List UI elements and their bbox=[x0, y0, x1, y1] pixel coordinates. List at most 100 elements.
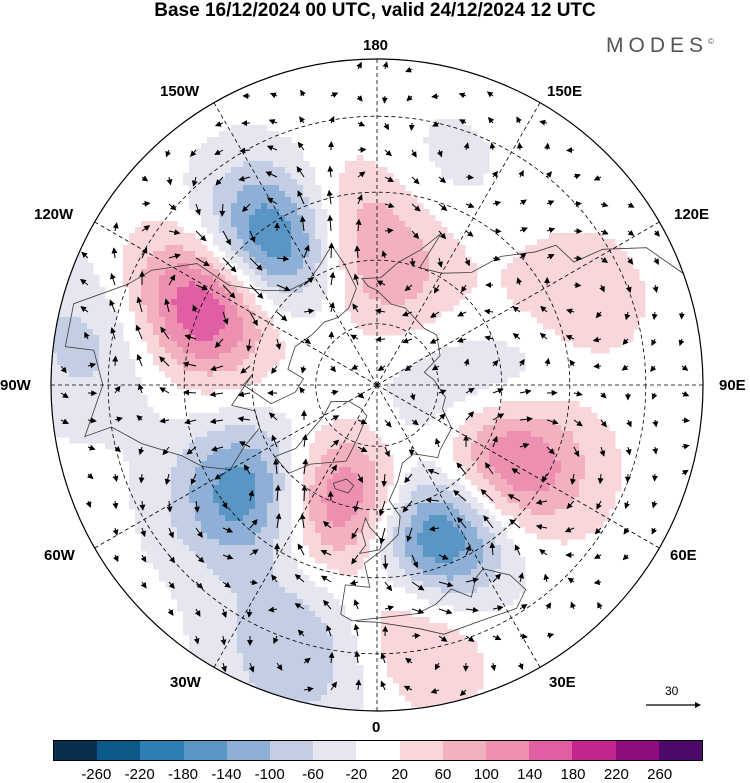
wind-arrow bbox=[517, 662, 524, 671]
wind-arrow bbox=[136, 296, 143, 313]
wind-arrow bbox=[376, 280, 386, 286]
wind-arrow bbox=[357, 171, 366, 178]
wind-arrow bbox=[195, 581, 204, 589]
lon-label-60e: 60E bbox=[670, 547, 697, 564]
wind-arrow bbox=[136, 415, 143, 422]
wind-arrow bbox=[411, 419, 419, 426]
graticule bbox=[51, 59, 703, 711]
wind-arrow bbox=[327, 214, 334, 232]
meridian bbox=[376, 384, 547, 679]
colorbar-tick-label: 260 bbox=[647, 766, 673, 783]
wind-arrow bbox=[519, 227, 528, 233]
wind-arrow bbox=[459, 119, 467, 125]
wind-arrow bbox=[276, 255, 290, 262]
wind-arrow bbox=[137, 383, 144, 394]
lon-label-90e: 90E bbox=[719, 377, 746, 394]
wind-arrow bbox=[411, 554, 419, 569]
wind-arrow bbox=[249, 311, 258, 327]
wind-arrow bbox=[490, 662, 497, 672]
wind-arrow bbox=[302, 458, 309, 475]
wind-arrow bbox=[434, 437, 441, 448]
wind-arrow bbox=[297, 629, 305, 637]
wind-arrow bbox=[249, 519, 258, 529]
wind-arrow bbox=[411, 608, 425, 615]
wind-arrow bbox=[465, 635, 475, 642]
wind-arrow bbox=[249, 230, 256, 243]
wind-arrow bbox=[595, 311, 602, 319]
wind-arrow bbox=[546, 254, 555, 260]
meridian bbox=[207, 384, 378, 679]
wind-arrow bbox=[114, 416, 123, 423]
meridian bbox=[376, 215, 671, 386]
wind-arrow bbox=[678, 338, 685, 347]
wind-arrow bbox=[249, 579, 258, 586]
coastline bbox=[332, 478, 355, 494]
wind-arrow bbox=[329, 301, 335, 313]
wind-arrow bbox=[545, 602, 552, 610]
coastline bbox=[358, 516, 383, 554]
wind-arrow bbox=[465, 174, 474, 181]
meridian bbox=[376, 91, 547, 386]
wind-arrow bbox=[384, 149, 392, 157]
wind-arrow bbox=[377, 365, 386, 371]
lon-label-120w: 120W bbox=[34, 206, 74, 223]
wind-arrow bbox=[249, 257, 263, 271]
wind-arrow bbox=[492, 634, 502, 641]
wind-arrow bbox=[546, 200, 555, 206]
colorbar-swatch bbox=[97, 741, 141, 760]
wind-arrow bbox=[240, 365, 251, 374]
wind-arrow bbox=[625, 284, 632, 294]
wind-arrow bbox=[195, 257, 210, 267]
wind-arrow bbox=[268, 412, 278, 421]
wind-arrow bbox=[411, 581, 425, 591]
wind-arrow bbox=[183, 389, 197, 396]
wind-arrow bbox=[184, 418, 197, 425]
wind-arrow bbox=[519, 442, 530, 449]
colorbar-tick-label: -60 bbox=[302, 766, 324, 783]
wind-arrow bbox=[237, 416, 251, 422]
wind-arrow bbox=[406, 94, 413, 102]
wind-arrow bbox=[222, 230, 231, 246]
wind-arrow bbox=[355, 679, 362, 691]
wind-arrow bbox=[491, 170, 499, 178]
wind-arrow bbox=[241, 203, 251, 213]
lon-label-30e: 30E bbox=[549, 674, 576, 691]
wind-arrow bbox=[166, 500, 173, 513]
colorbar-tick-label: 100 bbox=[473, 766, 499, 783]
colorbar-swatch bbox=[140, 741, 184, 760]
wind-arrow bbox=[437, 257, 443, 268]
wind-arrow bbox=[112, 500, 119, 510]
wind-arrow bbox=[625, 446, 632, 456]
wind-arrow bbox=[681, 469, 689, 476]
wind-arrow bbox=[546, 227, 556, 234]
wind-arrow bbox=[269, 92, 278, 99]
colorbar-swatch bbox=[270, 741, 314, 760]
wind-arrow bbox=[457, 516, 467, 529]
wind-arrow bbox=[459, 689, 467, 697]
wind-arrow bbox=[624, 311, 631, 321]
lon-label-150w: 150W bbox=[160, 83, 200, 100]
wind-arrow bbox=[320, 549, 332, 556]
wind-arrow bbox=[330, 681, 337, 691]
lon-label-0: 0 bbox=[372, 719, 381, 736]
wind-arrow bbox=[80, 306, 89, 313]
wind-arrow bbox=[237, 391, 251, 398]
wind-arrow bbox=[492, 573, 502, 583]
wind-arrow bbox=[112, 527, 119, 536]
wind-arrow bbox=[381, 250, 388, 259]
wind-arrow bbox=[222, 257, 237, 273]
wind-arrow bbox=[516, 142, 523, 151]
wind-arrow bbox=[411, 203, 421, 212]
wind-arrow bbox=[539, 119, 548, 126]
wind-arrow bbox=[535, 499, 548, 505]
wind-arrow bbox=[356, 95, 363, 102]
wind-arrow bbox=[411, 230, 420, 240]
wind-arrow bbox=[60, 418, 70, 424]
wind-arrow bbox=[626, 419, 632, 428]
wind-arrow bbox=[456, 337, 467, 343]
wind-arrow bbox=[194, 608, 201, 617]
wind-arrow bbox=[327, 490, 334, 502]
wind-arrow bbox=[138, 473, 145, 484]
meridian bbox=[83, 384, 378, 555]
